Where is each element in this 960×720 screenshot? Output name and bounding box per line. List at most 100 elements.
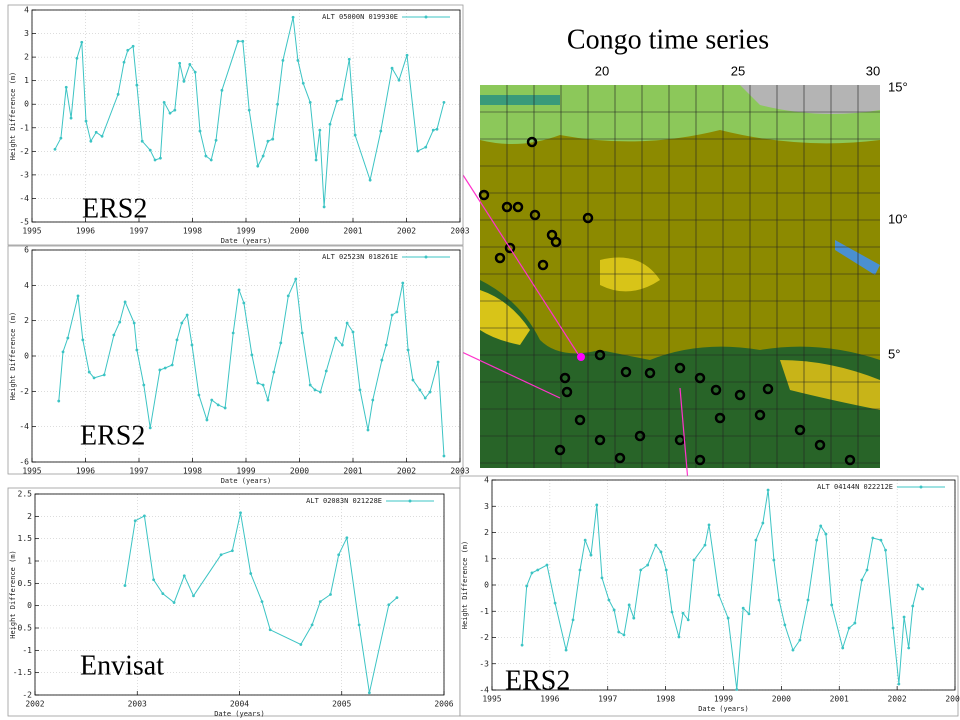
data-point	[384, 343, 388, 347]
y-tick-label: 6	[24, 246, 29, 255]
data-point	[318, 600, 322, 604]
chart: -2 -1.5 -1 -0.5 0 0.5 1 1.5 2 2.5 2002 2003 2004 2005…	[7, 487, 461, 718]
data-point	[175, 338, 179, 342]
x-tick-label: 2002	[397, 227, 416, 236]
chart-frame	[7, 487, 461, 717]
data-point	[783, 623, 787, 627]
data-point	[322, 205, 326, 209]
data-point	[337, 553, 341, 557]
data-point	[161, 592, 165, 596]
y-tick-label: 1	[27, 557, 32, 566]
data-point	[607, 598, 611, 602]
data-point	[622, 633, 626, 637]
data-point	[921, 587, 924, 591]
data-point	[390, 66, 394, 70]
y-tick-label: 3	[484, 502, 489, 511]
data-point	[100, 134, 104, 138]
data-point	[126, 48, 130, 52]
data-point	[806, 598, 810, 602]
y-tick-label: -3	[19, 170, 29, 179]
data-point	[112, 333, 116, 337]
x-tick-label: 2002	[887, 695, 906, 704]
map-zone	[480, 290, 530, 345]
x-tick-label: 2001	[830, 695, 849, 704]
data-point	[358, 388, 362, 392]
data-point	[442, 454, 446, 458]
y-tick-label: 0	[24, 100, 29, 109]
data-point	[627, 603, 631, 607]
data-point	[59, 136, 63, 140]
data-point	[777, 598, 781, 602]
data-point	[123, 300, 127, 304]
data-point	[824, 532, 828, 536]
y-tick-label: 4	[24, 6, 29, 15]
x-tick-label: 2000	[290, 467, 309, 476]
data-point	[250, 353, 254, 357]
data-point	[553, 601, 557, 605]
map-stations	[478, 136, 856, 466]
data-point	[308, 383, 312, 387]
map-grid	[480, 85, 880, 468]
x-tick-label: 1998	[183, 227, 202, 236]
data-point	[853, 621, 857, 625]
data-point	[334, 336, 338, 340]
chart-frame	[459, 475, 959, 717]
data-point	[416, 149, 420, 153]
x-axis-label: Date (years)	[221, 237, 272, 245]
data-point	[387, 603, 391, 607]
data-point	[406, 348, 410, 352]
data-point	[214, 138, 218, 142]
data-point	[313, 388, 317, 392]
x-tick-label: 2002	[25, 700, 44, 709]
x-tick-label: 2005	[332, 700, 351, 709]
data-point	[80, 40, 84, 44]
data-point	[204, 154, 208, 158]
data-point	[747, 612, 751, 616]
data-point	[122, 60, 126, 64]
data-point	[681, 611, 685, 615]
map-zone	[835, 240, 880, 275]
data-point	[395, 596, 399, 600]
y-tick-label: -4	[19, 422, 29, 431]
chart: -6 -4 -2 0 2 4 6 1995 1996 1997 1998 1999 2000 2001 20…	[7, 246, 470, 485]
data-point	[231, 331, 235, 335]
data-point	[418, 388, 422, 392]
plot-area	[31, 9, 461, 223]
map-y-label: 5°	[888, 346, 900, 361]
data-point	[741, 606, 745, 610]
data-point	[197, 393, 201, 397]
x-tick-label: 2000	[772, 695, 791, 704]
map-zone	[480, 280, 880, 468]
y-axis-label: Height Difference (m)	[461, 541, 469, 630]
chart-label: Envisat	[80, 650, 164, 681]
data-point	[216, 403, 220, 407]
data-point	[707, 523, 711, 527]
legend-marker	[424, 15, 428, 19]
data-point	[536, 568, 540, 572]
x-tick-label: 1999	[714, 695, 733, 704]
data-point	[520, 643, 524, 647]
map-x-label: 20	[595, 63, 609, 78]
data-point	[87, 370, 91, 374]
data-point	[659, 550, 663, 554]
data-point	[819, 524, 823, 528]
data-point	[654, 543, 658, 547]
x-tick-label: 2001	[343, 227, 362, 236]
data-point	[578, 568, 582, 572]
data-point	[81, 338, 85, 342]
data-point	[236, 39, 240, 43]
data-point	[123, 584, 127, 587]
data-point	[163, 366, 167, 370]
data-point	[815, 538, 819, 542]
y-tick-label: -2	[22, 691, 32, 700]
data-point	[401, 281, 405, 285]
y-tick-label: 1.5	[18, 534, 33, 543]
x-tick-label: 2003	[128, 700, 147, 709]
plot-area	[31, 249, 461, 463]
data-point	[754, 538, 758, 542]
data-point	[131, 44, 135, 48]
data-point	[589, 553, 593, 557]
data-point	[314, 158, 318, 162]
data-point	[172, 601, 176, 604]
data-point	[791, 648, 795, 652]
